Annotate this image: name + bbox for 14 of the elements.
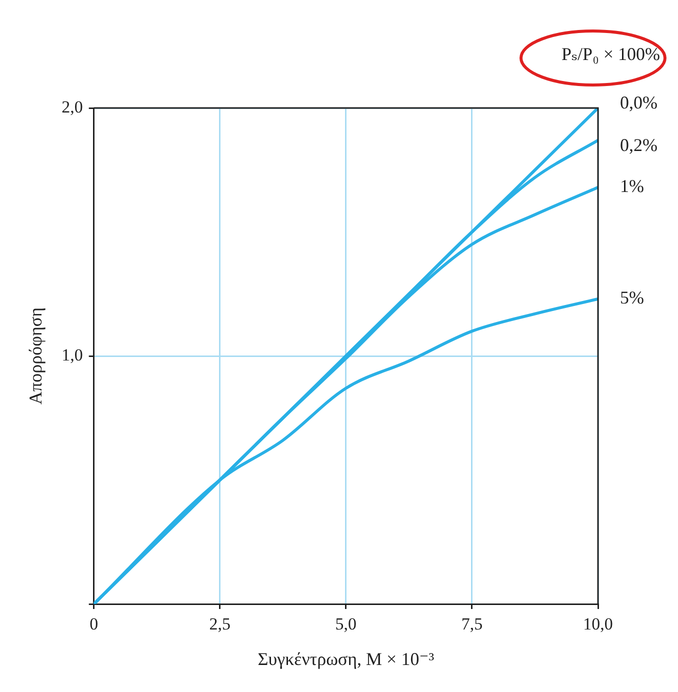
x-tick-label: 0 xyxy=(90,614,98,634)
series-label: 5% xyxy=(620,288,644,308)
y-tick-label: 1,0 xyxy=(62,345,83,364)
x-tick-label: 2,5 xyxy=(209,614,231,634)
x-tick-label: 10,0 xyxy=(583,614,613,634)
x-axis-title: Συγκέντρωση, M × 10⁻³ xyxy=(258,648,435,669)
x-tick-label: 7,5 xyxy=(461,614,483,634)
y-axis-title: Απορρόφηση xyxy=(26,308,46,404)
x-tick-label: 5,0 xyxy=(335,614,357,634)
legend-title: Pₛ/P₀ × 100% xyxy=(561,44,660,65)
series-label: 1% xyxy=(620,176,644,196)
series-label: 0,0% xyxy=(620,92,658,113)
series-label: 0,2% xyxy=(620,134,658,155)
y-tick-label: 2,0 xyxy=(62,97,83,116)
